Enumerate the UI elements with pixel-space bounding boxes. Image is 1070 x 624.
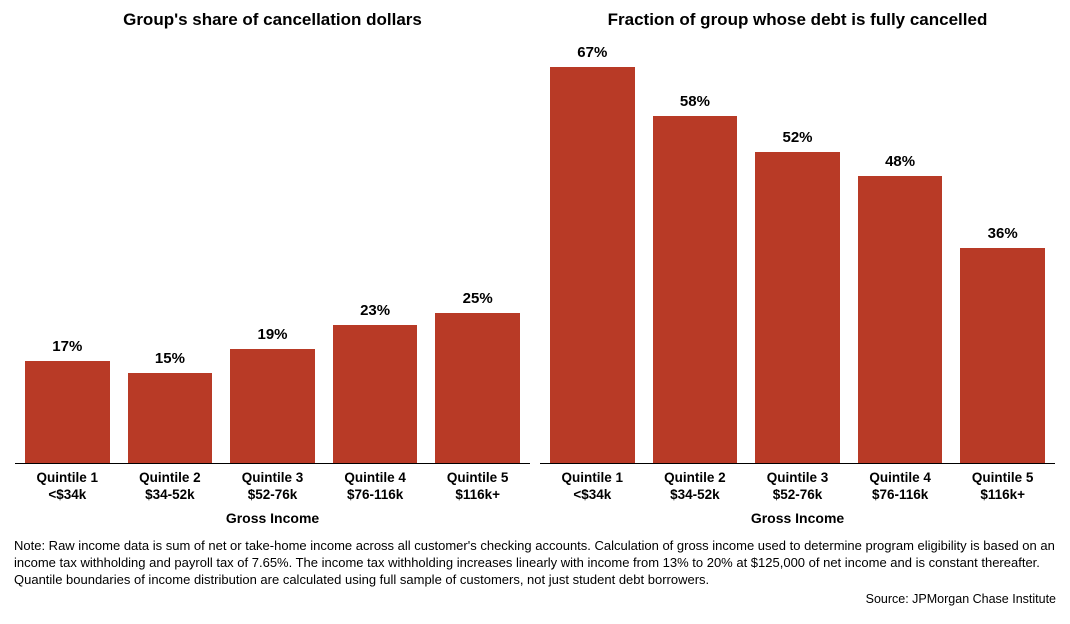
left-bar-rect-3 (333, 325, 418, 463)
left-bar-label-3: 23% (360, 302, 390, 319)
left-bar-1: 15% (128, 44, 213, 463)
right-xtick-4: Quintile 5$116k+ (960, 470, 1045, 504)
right-panel: Fraction of group whose debt is fully ca… (535, 0, 1060, 526)
right-bar-1: 58% (653, 44, 738, 463)
right-bar-rect-4 (960, 248, 1045, 463)
footnote-text: Note: Raw income data is sum of net or t… (0, 526, 1070, 591)
left-bar-2: 19% (230, 44, 315, 463)
right-bar-4: 36% (960, 44, 1045, 463)
right-chart-title: Fraction of group whose debt is fully ca… (608, 10, 988, 30)
left-bar-rect-2 (230, 349, 315, 463)
right-xlabel: Gross Income (751, 510, 844, 526)
left-bar-rect-1 (128, 373, 213, 463)
right-bar-2: 52% (755, 44, 840, 463)
left-bar-label-2: 19% (257, 326, 287, 343)
left-xtick-3: Quintile 4$76-116k (333, 470, 418, 504)
left-chart-title: Group's share of cancellation dollars (123, 10, 422, 30)
right-bar-rect-0 (550, 67, 635, 463)
chart-panels: Group's share of cancellation dollars 17… (0, 0, 1070, 526)
left-xtick-row: Quintile 1<$34k Quintile 2$34-52k Quinti… (15, 464, 530, 504)
right-xtick-3: Quintile 4$76-116k (858, 470, 943, 504)
right-xtick-0: Quintile 1<$34k (550, 470, 635, 504)
right-bar-rect-1 (653, 116, 738, 463)
right-bar-0: 67% (550, 44, 635, 463)
right-xtick-2: Quintile 3$52-76k (755, 470, 840, 504)
right-bar-3: 48% (858, 44, 943, 463)
left-bar-3: 23% (333, 44, 418, 463)
left-bar-0: 17% (25, 44, 110, 463)
left-xlabel: Gross Income (226, 510, 319, 526)
left-bar-label-1: 15% (155, 350, 185, 367)
right-bar-label-3: 48% (885, 153, 915, 170)
left-bar-label-0: 17% (52, 338, 82, 355)
right-bar-rect-2 (755, 152, 840, 463)
right-bar-label-1: 58% (680, 93, 710, 110)
right-bar-label-4: 36% (988, 225, 1018, 242)
left-bar-rect-4 (435, 313, 520, 463)
right-bar-label-0: 67% (577, 44, 607, 61)
left-xtick-2: Quintile 3$52-76k (230, 470, 315, 504)
left-bar-rect-0 (25, 361, 110, 463)
right-bar-rect-3 (858, 176, 943, 463)
right-bar-label-2: 52% (782, 129, 812, 146)
left-plot-area: 17% 15% 19% 23% 25% (15, 44, 530, 464)
right-xtick-1: Quintile 2$34-52k (653, 470, 738, 504)
left-xtick-4: Quintile 5$116k+ (435, 470, 520, 504)
right-xtick-row: Quintile 1<$34k Quintile 2$34-52k Quinti… (540, 464, 1055, 504)
left-bar-4: 25% (435, 44, 520, 463)
left-panel: Group's share of cancellation dollars 17… (10, 0, 535, 526)
right-plot-area: 67% 58% 52% 48% 36% (540, 44, 1055, 464)
left-bar-label-4: 25% (463, 290, 493, 307)
left-xtick-1: Quintile 2$34-52k (128, 470, 213, 504)
source-text: Source: JPMorgan Chase Institute (0, 590, 1070, 614)
left-xtick-0: Quintile 1<$34k (25, 470, 110, 504)
